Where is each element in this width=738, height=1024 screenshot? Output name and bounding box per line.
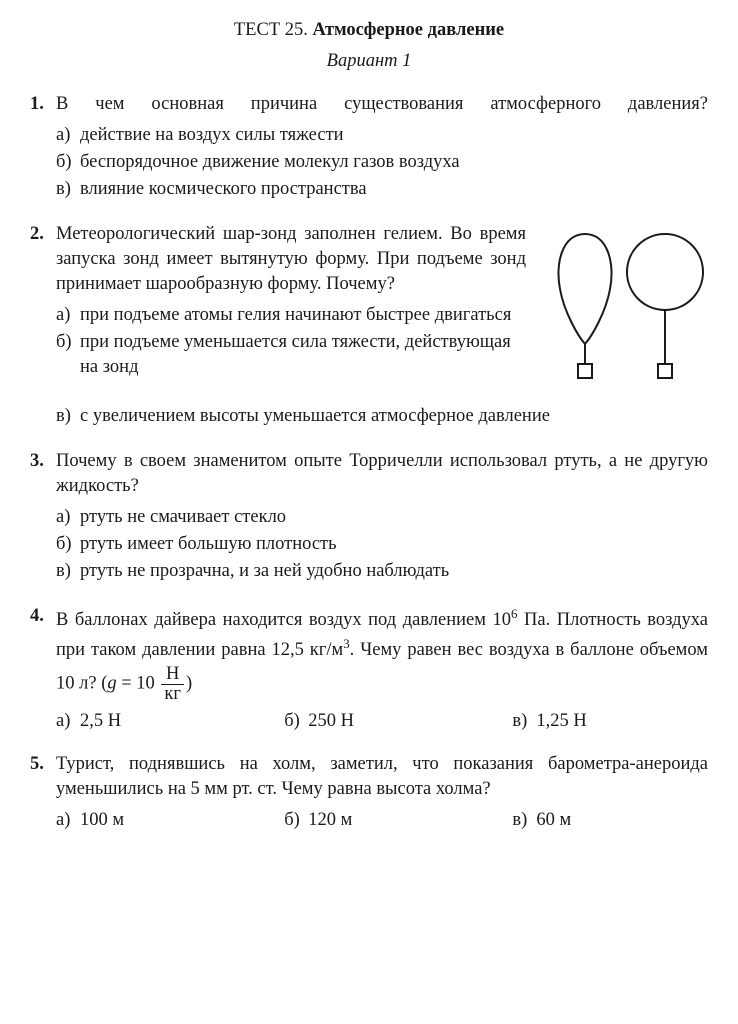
option-a: а)действие на воздух силы тяжести xyxy=(56,123,708,148)
option-b: б)250 Н xyxy=(284,709,512,734)
balloon-basket-icon xyxy=(578,364,592,378)
option-b: б)при подъеме уменьшается сила тяжести, … xyxy=(56,330,526,380)
option-c: в)60 м xyxy=(512,808,708,833)
question-text: В баллонах дайвера находится воздух под … xyxy=(56,604,708,704)
question-5: 5. Турист, поднявшись на холм, заметил, … xyxy=(30,752,708,833)
question-text: Метеорологический шар-зонд заполнен гели… xyxy=(56,222,526,297)
option-b: б)ртуть имеет большую плотность xyxy=(56,532,708,557)
options-inline: а)100 м б)120 м в)60 м xyxy=(56,808,708,833)
options-inline: а)2,5 Н б)250 Н в)1,25 Н xyxy=(56,709,708,734)
option-b: б)120 м xyxy=(284,808,512,833)
option-a: а)2,5 Н xyxy=(56,709,284,734)
balloon-elongated-icon xyxy=(558,234,611,344)
options-list: а)ртуть не смачивает стекло б)ртуть имее… xyxy=(56,505,708,584)
question-number: 4. xyxy=(30,604,56,629)
question-1: 1. В чем основная причина существования … xyxy=(30,92,708,204)
options-list-wrapped: а)при подъеме атомы гелия начинают быс­т… xyxy=(56,303,526,380)
option-a: а)ртуть не смачивает стекло xyxy=(56,505,708,530)
options-list-full: в)с увеличением высоты уменьшается атмос… xyxy=(56,404,708,429)
page-title: ТЕСТ 25. Атмосферное давление xyxy=(30,18,708,43)
fraction: Нкг xyxy=(161,665,184,703)
option-c: в)ртуть не прозрачна, и за ней удобно на… xyxy=(56,559,708,584)
option-a: а)100 м xyxy=(56,808,284,833)
balloon-svg xyxy=(540,224,708,394)
option-b: б)беспорядочное движение молекул газов в… xyxy=(56,150,708,175)
options-list: а)действие на воздух силы тяжести б)бесп… xyxy=(56,123,708,202)
question-2: 2. Метеорологический шар-зонд заполнен г… xyxy=(30,222,708,431)
question-number: 5. xyxy=(30,752,56,777)
question-text: В чем основная причина существования атм… xyxy=(56,92,708,117)
question-number: 3. xyxy=(30,449,56,474)
option-c: в)с увеличением высоты уменьшается атмос… xyxy=(56,404,708,429)
balloon-basket-icon xyxy=(658,364,672,378)
balloon-figure xyxy=(540,222,708,402)
balloon-round-icon xyxy=(627,234,703,310)
option-c: в)1,25 Н xyxy=(512,709,708,734)
question-4: 4. В баллонах дайвера находится воздух п… xyxy=(30,604,708,735)
title-prefix: ТЕСТ 25. xyxy=(234,20,313,40)
question-number: 1. xyxy=(30,92,56,117)
question-text: Почему в своем знаменитом опыте Торричел… xyxy=(56,449,708,499)
question-number: 2. xyxy=(30,222,56,247)
question-3: 3. Почему в своем знаменитом опыте Торри… xyxy=(30,449,708,586)
option-c: в)влияние космического пространства xyxy=(56,177,708,202)
subtitle: Вариант 1 xyxy=(30,49,708,74)
title-bold: Атмосферное давление xyxy=(313,20,505,40)
question-text: Турист, поднявшись на холм, заметил, что… xyxy=(56,752,708,802)
option-a: а)при подъеме атомы гелия начинают быс­т… xyxy=(56,303,526,328)
